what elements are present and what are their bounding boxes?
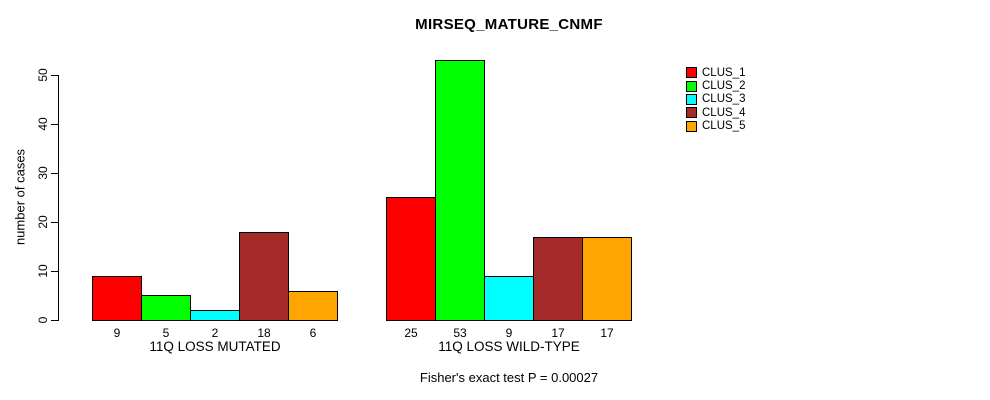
- bar-value-label: 2: [211, 326, 219, 340]
- bar-clus_5-mutated: [288, 291, 338, 321]
- legend-label: CLUS_4: [702, 106, 746, 119]
- y-tick-label: 50: [36, 68, 50, 82]
- legend-item-clus_1: CLUS_1: [686, 66, 745, 79]
- bar-value-label: 18: [257, 326, 271, 340]
- y-tick-mark: [51, 320, 59, 321]
- bar-value-label: 25: [404, 326, 418, 340]
- legend-label: CLUS_2: [702, 80, 746, 93]
- bar-clus_3-mutated: [190, 310, 240, 321]
- legend-item-clus_5: CLUS_5: [686, 120, 745, 133]
- y-tick-mark: [51, 124, 59, 125]
- y-axis-line: [58, 75, 59, 321]
- y-axis-label: number of cases: [12, 148, 28, 246]
- legend-swatch-clus_2: [686, 80, 697, 92]
- bar-value-label: 9: [113, 326, 121, 340]
- chart-title: MIRSEQ_MATURE_CNMF: [415, 16, 603, 33]
- legend-item-clus_3: CLUS_3: [686, 93, 745, 106]
- y-tick-mark: [51, 75, 59, 76]
- legend-label: CLUS_3: [702, 93, 746, 106]
- legend: CLUS_1 CLUS_2 CLUS_3 CLUS_4 CLUS_5: [686, 66, 745, 133]
- bar-clus_2-wild-type: [435, 60, 485, 321]
- x-category-label: 11Q LOSS WILD-TYPE: [438, 339, 580, 354]
- y-tick-mark: [51, 173, 59, 174]
- bar-clus_1-wild-type: [386, 197, 436, 321]
- x-category-label: 11Q LOSS MUTATED: [149, 339, 281, 354]
- legend-label: CLUS_1: [702, 66, 746, 79]
- fisher-test-annotation: Fisher's exact test P = 0.00027: [419, 370, 599, 385]
- y-tick-label: 0: [36, 316, 50, 324]
- y-tick-mark: [51, 222, 59, 223]
- legend-item-clus_2: CLUS_2: [686, 79, 745, 92]
- bar-value-label: 9: [505, 326, 513, 340]
- bar-clus_5-wild-type: [582, 237, 632, 321]
- legend-swatch-clus_3: [686, 93, 697, 105]
- legend-item-clus_4: CLUS_4: [686, 106, 745, 119]
- bar-clus_4-mutated: [239, 232, 289, 321]
- bar-value-label: 5: [162, 326, 170, 340]
- bar-value-label: 53: [453, 326, 467, 340]
- bar-value-label: 6: [309, 326, 317, 340]
- bar-clus_1-mutated: [92, 276, 142, 321]
- legend-label: CLUS_5: [702, 120, 746, 133]
- bar-clus_2-mutated: [141, 295, 191, 321]
- bar-clus_3-wild-type: [484, 276, 534, 321]
- y-tick-mark: [51, 271, 59, 272]
- bar-value-label: 17: [551, 326, 565, 340]
- y-tick-label: 10: [36, 264, 50, 278]
- bar-clus_4-wild-type: [533, 237, 583, 321]
- y-tick-label: 40: [36, 117, 50, 131]
- legend-swatch-clus_1: [686, 67, 697, 79]
- y-tick-label: 30: [36, 166, 50, 180]
- legend-swatch-clus_5: [686, 120, 697, 132]
- bar-value-label: 17: [600, 326, 614, 340]
- y-tick-label: 20: [36, 215, 50, 229]
- legend-swatch-clus_4: [686, 107, 697, 119]
